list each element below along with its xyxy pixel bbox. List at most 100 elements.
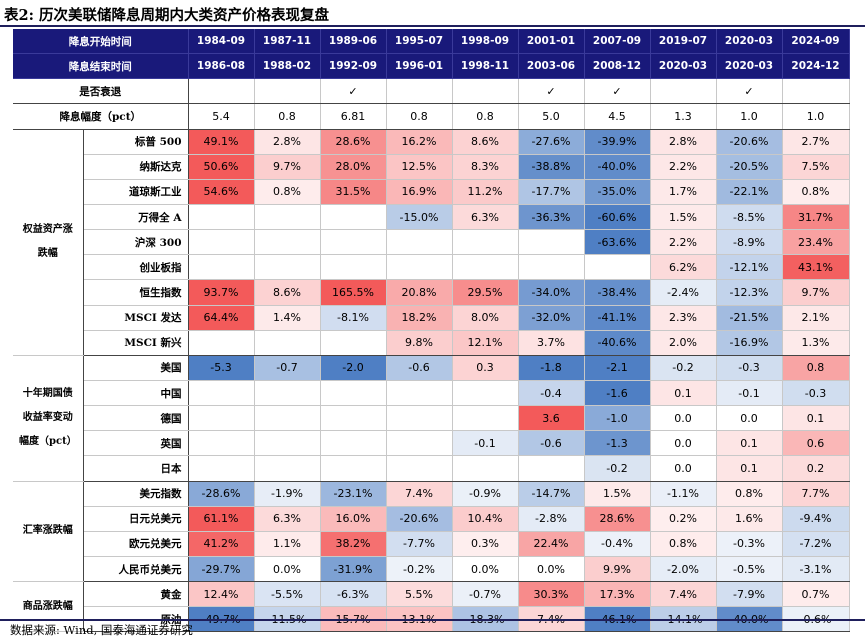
header-end-date-1: 1988-02 xyxy=(254,53,321,80)
data-cell: 8.3% xyxy=(452,154,519,180)
data-cell xyxy=(386,380,453,407)
cut-size-label: 降息幅度（pct） xyxy=(13,103,189,130)
category-label-3: 商品涨跌幅 xyxy=(13,581,84,633)
data-cell: -0.2 xyxy=(650,355,717,381)
data-cell xyxy=(452,254,519,281)
data-cell: 2.7% xyxy=(782,129,850,155)
header-row-start-date: 降息开始时间 1984-09 1987-11 1989-06 1995-07 1998-0… xyxy=(13,29,850,55)
row-label: 纳斯达克 xyxy=(83,154,189,180)
data-cell: 0.2 xyxy=(782,455,850,482)
data-cell: 9.7% xyxy=(782,279,850,306)
data-cell: 41.2% xyxy=(188,531,255,557)
data-cell: -34.0% xyxy=(518,279,585,306)
header-start-date-4: 1998-09 xyxy=(452,29,519,55)
data-cell: -32.0% xyxy=(518,305,585,331)
recession-value-9 xyxy=(782,78,850,105)
row-label: 美元指数 xyxy=(83,481,189,507)
recession-value-4 xyxy=(452,78,519,105)
row-label: 黄金 xyxy=(83,581,189,608)
data-cell: 0.7% xyxy=(782,581,850,608)
data-cell: 9.9% xyxy=(584,556,651,583)
data-cell: 0.1 xyxy=(782,405,850,432)
table-row: 沪深 300 -63.6% 2.2% -8.9% 23.4% xyxy=(13,229,850,256)
data-cell: 7.4% xyxy=(386,481,453,507)
data-cell: 22.4% xyxy=(518,531,585,557)
data-cell: -0.6 xyxy=(386,355,453,381)
data-cell: -23.1% xyxy=(320,481,387,507)
row-label: 英国 xyxy=(83,430,189,457)
cut-size-value-1: 0.8 xyxy=(254,103,321,130)
data-cell: -6.3% xyxy=(320,581,387,608)
cut-size-value-2: 6.81 xyxy=(320,103,387,130)
data-cell: -1.9% xyxy=(254,481,321,507)
data-cell: 16.0% xyxy=(320,506,387,532)
data-cell: -31.9% xyxy=(320,556,387,583)
data-cell: -0.1 xyxy=(716,380,783,407)
data-cell: 64.4% xyxy=(188,305,255,331)
data-cell: 7.4% xyxy=(650,581,717,608)
table-row: 汇率涨跌幅 美元指数 -28.6% -1.9% -23.1% 7.4% -0.9% -14.7… xyxy=(13,481,850,583)
data-cell: 17.3% xyxy=(584,581,651,608)
data-cell: -2.0 xyxy=(320,355,387,381)
data-cell: -1.6 xyxy=(584,380,651,407)
row-label: 万得全 A xyxy=(83,204,189,231)
recession-value-6: ✓ xyxy=(584,78,651,105)
table-row: 恒生指数 93.7% 8.6% 165.5% 20.8% 29.5% -34.0% -38.4… xyxy=(13,279,850,306)
data-cell: 0.0% xyxy=(452,556,519,583)
data-cell: -7.9% xyxy=(716,581,783,608)
data-cell: -40.6% xyxy=(584,330,651,356)
data-cell: -5.5% xyxy=(254,581,321,608)
data-cell: -1.1% xyxy=(650,481,717,507)
cut-size-row: 降息幅度（pct） 5.4 0.8 6.81 0.8 0.8 5.0 4.5 1.3 1.0 1.0 xyxy=(13,103,850,130)
data-cell: 1.3% xyxy=(782,330,850,356)
data-cell: -35.0% xyxy=(584,179,651,205)
data-cell xyxy=(254,405,321,432)
data-cell: 0.8% xyxy=(650,531,717,557)
data-cell: 7.5% xyxy=(782,154,850,180)
rate-cut-asset-table: 降息开始时间 1984-09 1987-11 1989-06 1995-07 1998-0… xyxy=(13,29,850,633)
data-cell: -7.2% xyxy=(782,531,850,557)
table-row: 日本 -0.2 0.0 0.1 0.2 xyxy=(13,455,850,482)
data-cell: -0.1 xyxy=(452,430,519,457)
data-cell: 0.6 xyxy=(782,430,850,457)
data-cell xyxy=(320,455,387,482)
data-cell: -29.7% xyxy=(188,556,255,583)
data-cell: 2.0% xyxy=(650,330,717,356)
data-cell xyxy=(452,229,519,256)
header-start-date-1: 1987-11 xyxy=(254,29,321,55)
data-cell: -0.7% xyxy=(452,581,519,608)
data-cell xyxy=(518,254,585,281)
data-cell: 93.7% xyxy=(188,279,255,306)
data-cell: 0.8% xyxy=(782,179,850,205)
data-cell: 11.2% xyxy=(452,179,519,205)
category-label-1: 十年期国债收益率变动幅度（pct） xyxy=(13,355,84,482)
data-cell: 7.7% xyxy=(782,481,850,507)
header-end-date-6: 2008-12 xyxy=(584,53,651,80)
data-cell xyxy=(188,430,255,457)
recession-value-1 xyxy=(254,78,321,105)
data-cell: -28.6% xyxy=(188,481,255,507)
data-cell: -2.0% xyxy=(650,556,717,583)
cut-size-value-4: 0.8 xyxy=(452,103,519,130)
data-cell: 0.8% xyxy=(716,481,783,507)
data-cell xyxy=(452,455,519,482)
data-cell: -63.6% xyxy=(584,229,651,256)
table-row: MSCI 发达 64.4% 1.4% -8.1% 18.2% 8.0% -32.0% -41.… xyxy=(13,305,850,331)
table-row: 商品涨跌幅 黄金 12.4% -5.5% -6.3% 5.5% -0.7% 30.3% 17.3… xyxy=(13,581,850,633)
data-cell: 29.5% xyxy=(452,279,519,306)
data-cell xyxy=(386,430,453,457)
header-label-end-date: 降息结束时间 xyxy=(13,53,189,80)
table-row: 欧元兑美元 41.2% 1.1% 38.2% -7.7% 0.3% 22.4% -0.4% 0.… xyxy=(13,531,850,557)
data-cell xyxy=(188,229,255,256)
row-label: 德国 xyxy=(83,405,189,432)
header-end-date-7: 2020-03 xyxy=(650,53,717,80)
row-label: 恒生指数 xyxy=(83,279,189,306)
data-cell: 9.8% xyxy=(386,330,453,356)
data-cell xyxy=(386,455,453,482)
header-end-date-4: 1998-11 xyxy=(452,53,519,80)
data-cell: 0.8% xyxy=(254,179,321,205)
data-cell xyxy=(254,254,321,281)
data-cell: 0.3% xyxy=(452,531,519,557)
data-cell: 3.6 xyxy=(518,405,585,432)
data-cell xyxy=(254,204,321,231)
